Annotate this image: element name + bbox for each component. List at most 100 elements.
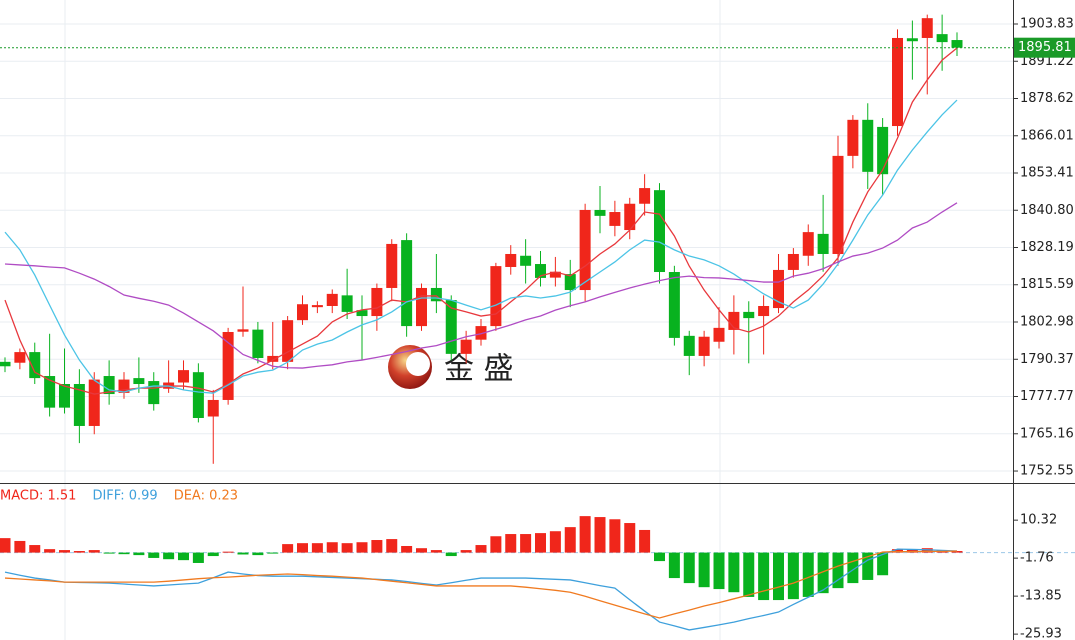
candle-body [14, 352, 26, 363]
macd-bar [371, 540, 383, 553]
macd-bar [192, 552, 204, 563]
candle-body [802, 232, 814, 256]
candle-body [222, 331, 234, 400]
macd-bar [847, 552, 859, 584]
watermark-text: 金 盛 [444, 352, 514, 387]
macd-bar [773, 552, 784, 601]
y-tick-label: 1752.55 [1020, 464, 1074, 479]
indicator-line [4, 550, 958, 619]
candle-body [936, 34, 948, 43]
watermark: 金 盛 [388, 345, 514, 389]
macd-bar [668, 552, 680, 579]
macd-bar [758, 552, 770, 601]
candle-body [654, 190, 665, 273]
candle-body [594, 209, 606, 216]
indicator-line [4, 202, 958, 369]
candle-body [921, 18, 933, 38]
macd-bar [832, 552, 844, 589]
y-tick-label: 1828.19 [1020, 240, 1074, 255]
candle-body [44, 376, 56, 408]
candle-body [743, 311, 755, 319]
macd-bar [178, 552, 189, 561]
macd-bar [267, 552, 279, 554]
macd-bar [14, 540, 26, 553]
candle-body [59, 384, 70, 408]
macd-bar [222, 551, 234, 553]
macd-bar [639, 529, 651, 553]
macd-bar [505, 534, 517, 553]
y-tick-label: 10.32 [1020, 513, 1057, 528]
macd-bar [207, 552, 219, 557]
macd-bar [386, 539, 398, 553]
macd-bar [252, 552, 264, 556]
candle-body [564, 274, 576, 291]
candle-body [832, 155, 844, 254]
candle-body [267, 355, 279, 362]
candle-body [877, 126, 889, 175]
candle-body [951, 40, 963, 48]
candle-body [698, 336, 710, 356]
macd-bar [341, 543, 353, 553]
candle-body [520, 255, 532, 266]
candle-body [237, 329, 249, 332]
macd-bar [401, 545, 413, 553]
y-tick-label: 1815.59 [1020, 277, 1074, 292]
macd-bar [579, 516, 591, 553]
macd-bar [163, 552, 175, 560]
candle-body [416, 287, 427, 327]
candle-body [847, 119, 859, 156]
macd-bar [297, 543, 308, 553]
y-tick-label: 1790.37 [1020, 352, 1074, 367]
macd-bar [802, 552, 814, 597]
candle-body [728, 311, 740, 330]
marks [0, 14, 1075, 631]
candle-body [758, 305, 770, 317]
candle-body [88, 379, 100, 426]
macd-bar [148, 552, 160, 558]
candle-body [549, 271, 561, 278]
y-tick-label: -13.85 [1020, 589, 1062, 604]
candle-body [148, 381, 160, 405]
last-price-box [1014, 37, 1075, 58]
candle-body [609, 212, 621, 226]
macd-bar [535, 533, 546, 553]
macd-bar [490, 536, 502, 553]
macd-bar [59, 550, 70, 553]
candle-body [639, 188, 651, 204]
macd-bar [88, 550, 100, 553]
macd-bar [713, 552, 725, 590]
macd-bar [564, 527, 576, 553]
macd-bar [951, 551, 963, 553]
macd-bar [356, 542, 368, 553]
macd-bar [237, 552, 249, 555]
macd-bar [475, 545, 487, 553]
candle-body [401, 240, 413, 327]
macd-bar [654, 552, 665, 562]
macd-bar [44, 549, 56, 553]
y-tick-label: 1802.98 [1020, 315, 1074, 330]
macd-bar [416, 548, 427, 553]
macd-bar [520, 534, 532, 553]
candle-body [505, 253, 517, 267]
indicator-line [4, 548, 958, 631]
candle-body [535, 264, 546, 278]
y-tick-label: -1.76 [1020, 551, 1054, 566]
y-tick-label: 1840.80 [1020, 203, 1074, 218]
candle-body [133, 378, 145, 385]
candle-body [282, 320, 294, 362]
y-tick-label: 1765.16 [1020, 426, 1074, 441]
macd-bar [728, 552, 740, 593]
y-tick-label: -25.93 [1020, 627, 1062, 640]
macd-bar [430, 550, 442, 553]
macd-bar [906, 549, 918, 553]
macd-bar [460, 550, 472, 553]
indicator-label: MACD: 1.51 [0, 489, 76, 504]
y-tick-label: 1866.01 [1020, 128, 1074, 143]
macd-bar [282, 544, 294, 553]
candle-body [252, 329, 264, 359]
macd-bar [118, 552, 130, 555]
candle-body [445, 300, 457, 354]
candle-body [773, 269, 784, 309]
candle-body [460, 339, 472, 354]
